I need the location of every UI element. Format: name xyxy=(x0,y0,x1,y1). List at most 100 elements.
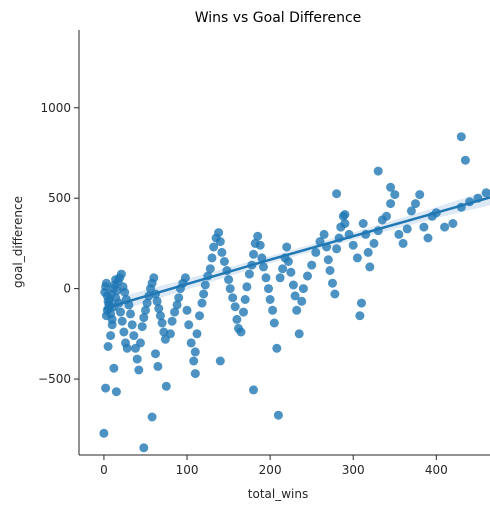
x-tick-label: 100 xyxy=(176,463,199,477)
y-tick-label: −500 xyxy=(38,372,71,386)
data-point xyxy=(311,247,321,257)
data-point xyxy=(230,302,240,312)
data-point xyxy=(155,311,165,321)
data-point xyxy=(323,255,333,265)
data-point xyxy=(127,320,137,330)
y-tick-label: 1000 xyxy=(40,101,71,115)
data-point xyxy=(142,298,152,308)
ci-band-group xyxy=(103,189,490,316)
regression-line xyxy=(103,196,490,310)
data-point xyxy=(328,278,337,288)
data-point xyxy=(268,305,278,315)
data-point xyxy=(298,284,308,294)
data-point xyxy=(340,219,350,228)
data-point xyxy=(440,222,450,232)
data-point xyxy=(297,296,307,306)
data-point xyxy=(382,211,391,221)
data-point xyxy=(184,320,194,330)
data-point xyxy=(116,269,126,279)
data-point xyxy=(398,238,408,248)
data-point xyxy=(147,412,157,422)
data-point xyxy=(290,291,300,301)
data-point xyxy=(228,293,238,303)
data-point xyxy=(152,296,162,306)
data-point xyxy=(369,238,379,248)
data-point xyxy=(197,298,207,308)
data-point xyxy=(249,249,258,259)
x-axis: 0100200300400500600 xyxy=(79,454,490,477)
data-point xyxy=(269,318,279,328)
data-point xyxy=(303,271,312,281)
data-point xyxy=(109,363,119,373)
y-tick-label: 500 xyxy=(48,191,71,205)
x-axis-label: total_wins xyxy=(248,487,308,501)
data-point xyxy=(180,273,190,283)
data-point xyxy=(481,188,490,198)
x-ticks: 0100200300400500600 xyxy=(100,455,448,477)
x-tick-label: 400 xyxy=(425,463,448,477)
data-point xyxy=(103,342,113,351)
data-point xyxy=(236,327,246,337)
data-point xyxy=(282,242,292,252)
data-point xyxy=(207,253,217,263)
data-point xyxy=(103,296,113,306)
data-point xyxy=(225,284,235,294)
data-point xyxy=(460,155,470,165)
data-point xyxy=(139,443,149,453)
data-point xyxy=(261,273,271,283)
data-point xyxy=(255,240,265,250)
data-point xyxy=(170,307,180,317)
data-point xyxy=(330,289,340,299)
data-point xyxy=(134,365,144,375)
data-point xyxy=(286,267,296,277)
data-point xyxy=(224,275,234,285)
data-point xyxy=(411,199,420,209)
data-point xyxy=(332,244,342,254)
data-point xyxy=(456,132,466,142)
data-point xyxy=(294,329,304,339)
data-point xyxy=(394,229,404,239)
y-tick-label: 0 xyxy=(63,282,71,296)
data-point xyxy=(288,280,298,290)
data-point xyxy=(116,307,125,317)
data-point xyxy=(137,322,147,332)
data-point xyxy=(390,190,400,200)
data-point xyxy=(199,289,209,299)
data-point xyxy=(257,253,267,263)
x-tick-label: 0 xyxy=(100,463,108,477)
data-point xyxy=(190,369,200,379)
data-point xyxy=(151,349,160,359)
x-tick-label: 200 xyxy=(259,463,282,477)
data-point xyxy=(174,293,184,303)
data-point xyxy=(117,316,127,326)
data-point xyxy=(265,295,275,304)
data-point xyxy=(358,219,368,228)
data-point xyxy=(386,182,396,192)
data-point xyxy=(242,282,252,292)
data-point xyxy=(106,331,116,341)
data-point xyxy=(448,219,458,228)
data-point xyxy=(215,237,225,247)
data-point xyxy=(352,253,362,263)
data-point xyxy=(217,247,227,257)
data-point xyxy=(157,318,167,328)
data-point xyxy=(120,287,130,297)
y-axis: −500 0 500 1000 xyxy=(38,30,80,455)
data-point xyxy=(154,304,164,313)
data-point xyxy=(129,331,139,341)
data-point xyxy=(182,305,192,315)
data-point xyxy=(239,307,248,317)
data-point xyxy=(149,273,159,283)
data-point xyxy=(215,356,225,366)
regression-ci-band xyxy=(103,189,490,316)
data-point xyxy=(153,361,163,371)
data-point xyxy=(363,247,373,257)
data-point xyxy=(190,347,200,357)
data-point xyxy=(107,314,117,324)
data-point xyxy=(101,278,111,288)
data-point xyxy=(283,257,293,266)
data-point xyxy=(119,327,129,337)
data-point xyxy=(292,305,302,315)
data-point xyxy=(244,269,254,279)
data-point xyxy=(122,343,132,353)
